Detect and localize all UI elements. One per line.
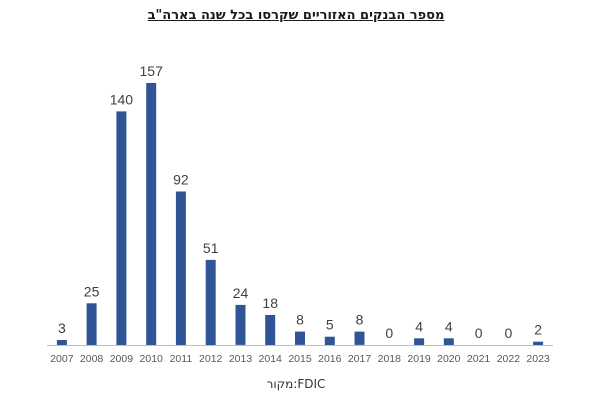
tick-label-2015: 2015 xyxy=(288,353,312,365)
bar-2016 xyxy=(324,336,335,345)
bar-2012 xyxy=(205,259,216,345)
x-tick-labels-group: 2007 2008 2009 2010 2011 2012 2013 2014 2015 2016… xyxy=(50,353,550,365)
bar-2015 xyxy=(295,331,305,345)
tick-label-2009: 2009 xyxy=(110,353,134,365)
tick-label-2010: 2010 xyxy=(140,353,164,365)
value-label-2015: 8 xyxy=(296,312,304,328)
bar-2010 xyxy=(146,83,157,345)
source-note: מקור:FDIC xyxy=(266,377,326,391)
bars-group xyxy=(56,83,544,346)
bar-2020 xyxy=(443,338,454,345)
tick-label-2020: 2020 xyxy=(437,353,461,365)
bar-2019 xyxy=(414,338,425,345)
value-label-2020: 4 xyxy=(445,318,453,334)
tick-label-2023: 2023 xyxy=(526,353,550,365)
value-label-2013: 24 xyxy=(233,285,249,301)
value-labels-group: 3 25 140 157 92 51 24 18 8 5 8 0 4 4 0 0 2 xyxy=(58,63,542,341)
value-label-2012: 51 xyxy=(203,240,219,256)
chart-title: מספר הבנקים האזוריים שקרסו בכל שנה בארה"… xyxy=(147,8,445,23)
value-label-2017: 8 xyxy=(356,312,364,328)
tick-label-2008: 2008 xyxy=(80,353,104,365)
tick-label-2019: 2019 xyxy=(407,353,431,365)
value-label-2010: 157 xyxy=(140,63,164,79)
tick-label-2017: 2017 xyxy=(348,353,372,365)
value-label-2014: 18 xyxy=(262,295,278,311)
bar-2011 xyxy=(175,191,186,345)
bar-2009 xyxy=(116,111,127,346)
tick-label-2016: 2016 xyxy=(318,353,342,365)
tick-label-2012: 2012 xyxy=(199,353,223,365)
bar-2017 xyxy=(354,331,365,345)
tick-label-2021: 2021 xyxy=(467,353,491,365)
value-label-2019: 4 xyxy=(415,318,423,334)
value-label-2018: 0 xyxy=(385,325,393,341)
value-label-2007: 3 xyxy=(58,320,66,336)
bar-2014 xyxy=(265,315,276,345)
tick-label-2013: 2013 xyxy=(229,353,253,365)
value-label-2022: 0 xyxy=(505,325,513,341)
value-label-2023: 2 xyxy=(534,322,542,338)
tick-label-2022: 2022 xyxy=(497,353,521,365)
bar-2023 xyxy=(533,341,544,345)
bar-2013 xyxy=(235,304,246,345)
tick-label-2007: 2007 xyxy=(50,353,74,365)
tick-label-2014: 2014 xyxy=(259,353,283,365)
value-label-2021: 0 xyxy=(475,325,483,341)
tick-label-2018: 2018 xyxy=(378,353,402,365)
bar-2008 xyxy=(86,303,97,345)
value-label-2016: 5 xyxy=(326,317,334,333)
value-label-2008: 25 xyxy=(84,283,100,299)
bar-2007 xyxy=(56,340,67,345)
value-label-2011: 92 xyxy=(173,172,189,188)
value-label-2009: 140 xyxy=(110,91,134,107)
tick-label-2011: 2011 xyxy=(170,353,193,365)
